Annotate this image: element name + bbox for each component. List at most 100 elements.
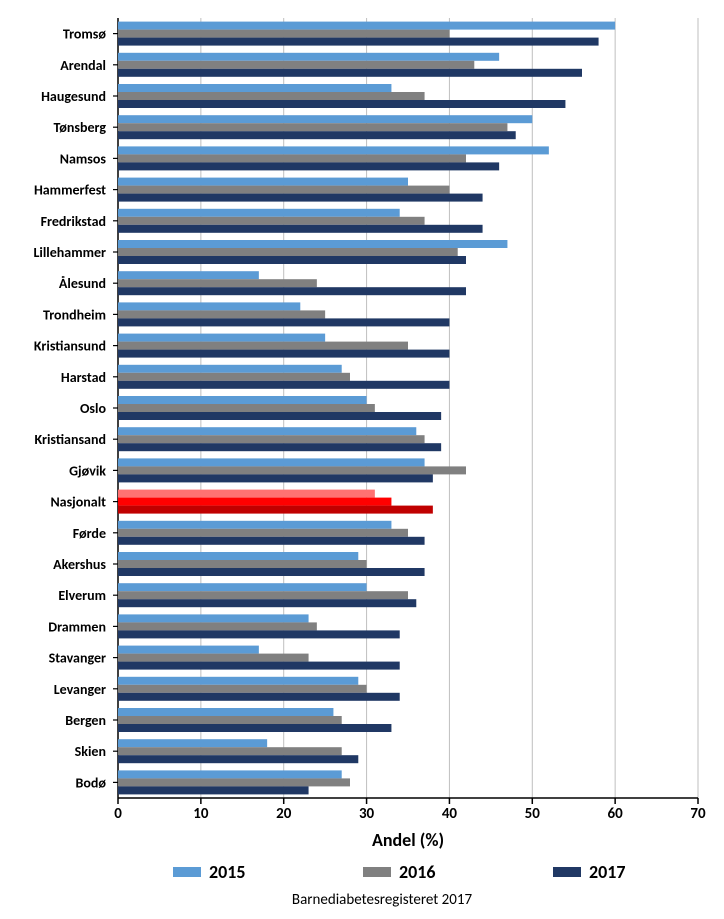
bar-2016 (118, 186, 449, 194)
x-tick-label: 30 (359, 805, 375, 823)
bar-2015 (118, 521, 391, 529)
bar-2017 (118, 287, 466, 295)
bar-2015 (118, 240, 507, 248)
bar-2015 (118, 490, 375, 498)
legend-swatch-2017 (553, 867, 581, 877)
category-label: Nasjonalt (50, 494, 106, 511)
bar-2015 (118, 209, 400, 217)
bar-2016 (118, 92, 425, 100)
x-tick-label: 70 (690, 805, 706, 823)
bar-2016 (118, 498, 391, 506)
bar-2017 (118, 350, 449, 358)
bar-chart: 010203040506070TromsøArendalHaugesundTøn… (0, 0, 724, 919)
x-tick-label: 10 (193, 805, 209, 823)
category-label: Tønsberg (54, 119, 107, 136)
legend-label-2016: 2016 (399, 861, 436, 883)
category-label: Lillehammer (33, 244, 106, 261)
bar-2015 (118, 146, 549, 154)
bar-2017 (118, 100, 565, 108)
bar-2015 (118, 178, 408, 186)
bar-2017 (118, 724, 391, 732)
bar-2015 (118, 334, 325, 342)
bar-2015 (118, 646, 259, 654)
bar-2016 (118, 123, 507, 131)
bar-2017 (118, 162, 499, 170)
legend-label-2015: 2015 (209, 861, 246, 883)
legend-swatch-2016 (363, 867, 391, 877)
bar-2015 (118, 271, 259, 279)
bar-2016 (118, 61, 474, 69)
category-label: Harstad (61, 369, 106, 386)
category-label: Elverum (58, 587, 106, 604)
bar-2017 (118, 630, 400, 638)
bar-2016 (118, 248, 458, 256)
bar-2017 (118, 537, 425, 545)
legend-label-2017: 2017 (589, 861, 626, 883)
category-label: Bodø (75, 774, 106, 791)
x-tick-label: 20 (276, 805, 292, 823)
bar-2016 (118, 217, 425, 225)
bar-2015 (118, 583, 367, 591)
bar-2017 (118, 443, 441, 451)
x-tick-label: 0 (114, 805, 122, 823)
bar-2016 (118, 404, 375, 412)
bar-2017 (118, 693, 400, 701)
bar-2015 (118, 458, 425, 466)
category-label: Bergen (65, 712, 106, 729)
bar-2016 (118, 30, 449, 38)
x-tick-label: 40 (442, 805, 458, 823)
bar-2017 (118, 194, 483, 202)
category-label: Oslo (80, 400, 106, 417)
category-label: Drammen (48, 618, 106, 635)
bar-2016 (118, 622, 317, 630)
bar-2017 (118, 38, 599, 46)
bar-2015 (118, 427, 416, 435)
bar-2017 (118, 755, 358, 763)
bar-2016 (118, 685, 367, 693)
bar-2016 (118, 435, 425, 443)
category-label: Førde (73, 525, 106, 542)
category-label: Levanger (54, 681, 106, 698)
bar-2016 (118, 778, 350, 786)
bar-2016 (118, 747, 342, 755)
bar-2017 (118, 256, 466, 264)
bar-2015 (118, 552, 358, 560)
bar-2015 (118, 53, 499, 61)
bar-2015 (118, 365, 342, 373)
category-label: Arendal (60, 57, 106, 74)
legend-swatch-2015 (173, 867, 201, 877)
bar-2016 (118, 373, 350, 381)
bar-2016 (118, 716, 342, 724)
bar-2017 (118, 318, 449, 326)
category-label: Gjøvik (69, 462, 106, 479)
bar-2015 (118, 739, 267, 747)
bar-2016 (118, 560, 367, 568)
bar-2015 (118, 396, 367, 404)
bar-2017 (118, 131, 516, 139)
bar-2015 (118, 614, 309, 622)
category-label: Ålesund (59, 275, 106, 292)
bar-2015 (118, 84, 391, 92)
category-label: Tromsø (63, 26, 107, 43)
bar-2017 (118, 412, 441, 420)
category-label: Akershus (53, 556, 106, 573)
bar-2016 (118, 529, 408, 537)
bar-2016 (118, 154, 466, 162)
bar-2016 (118, 310, 325, 318)
category-label: Trondheim (43, 306, 106, 323)
x-axis-label: Andel (%) (372, 829, 444, 851)
bar-2017 (118, 568, 425, 576)
bar-2016 (118, 591, 408, 599)
x-tick-label: 50 (525, 805, 541, 823)
x-tick-label: 60 (608, 805, 624, 823)
bar-2015 (118, 115, 532, 123)
category-label: Hammerfest (34, 182, 106, 199)
bar-2016 (118, 342, 408, 350)
category-label: Namsos (60, 150, 107, 167)
category-label: Stavanger (49, 650, 106, 667)
caption: Barnediabetesregisteret 2017 (292, 891, 473, 909)
bar-2015 (118, 22, 615, 30)
category-label: Skien (75, 743, 106, 760)
bar-2017 (118, 474, 433, 482)
bar-2016 (118, 466, 466, 474)
